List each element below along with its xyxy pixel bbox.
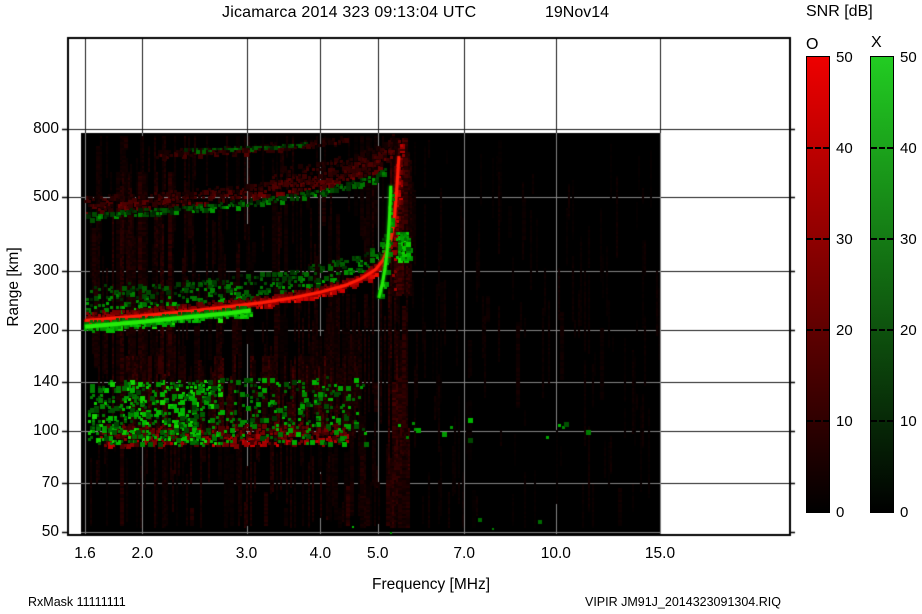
colorbar-x-tick-label: 40 — [900, 140, 917, 157]
colorbar-o-tick-label: 10 — [836, 413, 853, 430]
footer-filename: VIPIR JM91J_2014323091304.RIQ — [585, 595, 781, 609]
plot-date: 19Nov14 — [545, 4, 610, 21]
colorbar-x-mode-label: X — [871, 34, 882, 51]
colorbar-o-tick-label: 0 — [836, 504, 845, 521]
y-tick-label: 140 — [33, 373, 59, 391]
x-tick-label: 1.6 — [74, 545, 96, 562]
x-axis-title: Frequency [MHz] — [371, 576, 491, 593]
colorbar-title: SNR [dB] — [806, 3, 873, 20]
colorbar-o-tick-label: 30 — [836, 231, 853, 248]
y-tick-label: 800 — [33, 119, 59, 137]
colorbar-dash-tick — [871, 238, 893, 240]
colorbar-o-mode-label: O — [806, 36, 819, 53]
colorbar-x-tick-label: 30 — [900, 231, 917, 248]
y-tick-label: 500 — [33, 187, 59, 205]
y-tick-label: 200 — [33, 321, 59, 339]
y-axis-title: Range [km] — [5, 247, 22, 327]
colorbar-x-tick-label: 20 — [900, 322, 917, 339]
x-tick-label: 15.0 — [644, 545, 676, 562]
colorbar-dash-tick — [871, 147, 893, 149]
colorbar-dash-tick — [871, 420, 893, 422]
colorbar-o-tick-label: 50 — [836, 49, 853, 66]
ionogram-plot-canvas — [58, 28, 798, 543]
x-tick-label: 5.0 — [366, 545, 389, 562]
x-tick-label: 4.0 — [309, 545, 332, 562]
y-tick-label: 100 — [33, 422, 59, 440]
colorbar-x-tick-label: 0 — [900, 504, 909, 521]
colorbar-o-gradient — [806, 56, 830, 513]
colorbar-dash-tick — [807, 238, 829, 240]
x-tick-label: 3.0 — [235, 545, 258, 562]
y-tick-label: 70 — [41, 474, 59, 492]
colorbar-x-tick-label: 50 — [900, 49, 917, 66]
colorbar-dash-tick — [871, 329, 893, 331]
x-tick-label: 7.0 — [453, 545, 475, 562]
colorbar-x-tick-label: 10 — [900, 413, 917, 430]
colorbar-o-tick-label: 20 — [836, 322, 853, 339]
footer-rxmask: RxMask 11111111 — [28, 595, 126, 609]
colorbar-dash-tick — [807, 147, 829, 149]
x-tick-label: 10.0 — [540, 545, 571, 562]
colorbar-dash-tick — [807, 329, 829, 331]
colorbar-dash-tick — [807, 420, 829, 422]
colorbar-x-gradient — [870, 56, 894, 513]
plot-title: Jicamarca 2014 323 09:13:04 UTC — [222, 4, 477, 21]
x-tick-label: 2.0 — [131, 545, 154, 562]
y-tick-label: 50 — [41, 523, 59, 540]
colorbar-o-tick-label: 40 — [836, 140, 853, 157]
y-tick-label: 300 — [33, 262, 59, 280]
